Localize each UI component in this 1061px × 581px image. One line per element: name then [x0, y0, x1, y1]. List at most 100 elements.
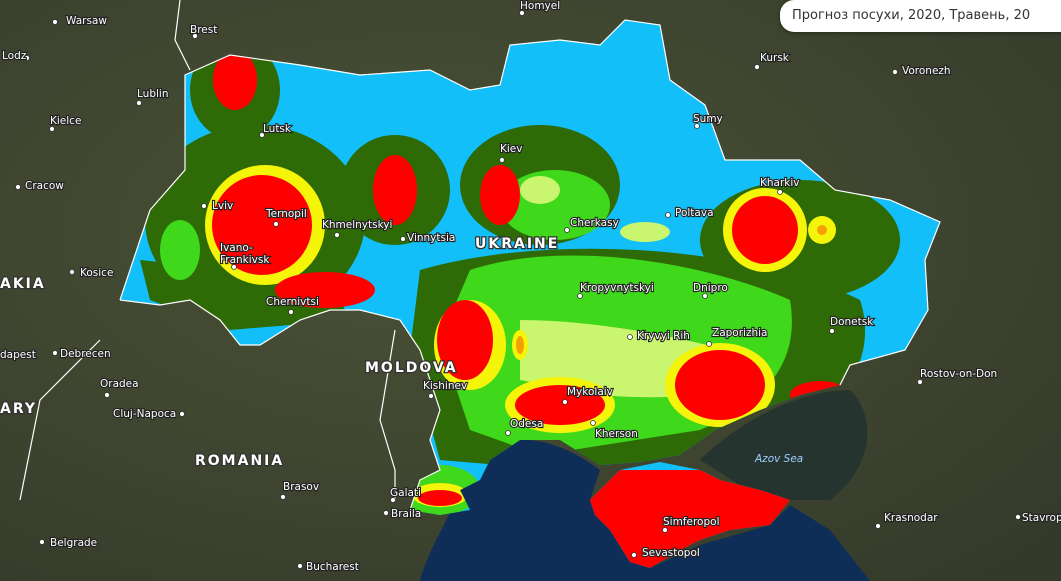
city-label: Cluj-Napoca	[113, 408, 176, 420]
city-dot	[288, 309, 294, 315]
city-label-line: Frankivsk	[220, 254, 270, 266]
city-dot	[875, 523, 881, 529]
city-label: Bucharest	[306, 561, 359, 573]
city-label: Brasov	[283, 481, 319, 493]
azov-sea	[700, 390, 868, 500]
city-dot	[52, 19, 58, 25]
city-dot	[505, 430, 511, 436]
city-dot	[562, 399, 568, 405]
city-label: Cherkasy	[570, 217, 619, 229]
city-dot	[192, 33, 198, 39]
city-dot	[49, 126, 55, 132]
city-label: Kielce	[50, 115, 81, 127]
city-label: Lodz	[2, 50, 27, 62]
city-label: Khmelnytskyi	[322, 219, 392, 231]
city-label: Brest	[190, 24, 217, 36]
city-dot	[104, 392, 110, 398]
city-dot	[564, 227, 570, 233]
city-label: Kishinev	[423, 380, 467, 392]
city-label: Ivano-Frankivsk	[220, 242, 270, 266]
city-dot	[662, 527, 668, 533]
city-label: Kherson	[595, 428, 638, 440]
city-label: Debrecen	[60, 348, 111, 360]
country-label: ROMANIA	[195, 453, 284, 469]
city-label: Odesa	[510, 418, 543, 430]
map-title: Прогноз посухи, 2020, Травень, 20	[780, 0, 1061, 32]
city-dot	[334, 232, 340, 238]
city-dot	[201, 203, 207, 209]
city-label: Lublin	[137, 88, 168, 100]
city-dot	[280, 494, 286, 500]
city-label-line: Ivano-	[220, 242, 253, 254]
city-label: Voronezh	[902, 65, 951, 77]
city-dot	[39, 539, 45, 545]
city-dot	[69, 269, 75, 275]
city-label: Homyel	[520, 0, 560, 12]
city-label: Zaporizhia	[712, 327, 767, 339]
country-label: UKRAINE	[475, 236, 559, 252]
city-dot	[1015, 514, 1021, 520]
city-dot	[829, 328, 835, 334]
country-label: ARY	[0, 401, 37, 417]
city-dot	[702, 293, 708, 299]
city-label: Braila	[391, 508, 421, 520]
sea-label: Azov Sea	[754, 453, 803, 465]
city-label: Kursk	[760, 52, 790, 64]
city-dot	[917, 379, 923, 385]
city-dot	[136, 100, 142, 106]
city-label: Ternopil	[265, 208, 307, 220]
city-dot	[15, 184, 21, 190]
city-dot	[892, 69, 898, 75]
city-dot	[179, 411, 185, 417]
city-dot	[400, 236, 406, 242]
city-label: Kiev	[500, 143, 522, 155]
city-dot	[590, 420, 596, 426]
city-dot	[231, 264, 237, 270]
city-dot	[24, 55, 30, 61]
city-label: Stavrop	[1022, 512, 1061, 524]
city-dot	[428, 393, 434, 399]
city-label: Donetsk	[830, 316, 874, 328]
city-dot	[52, 350, 58, 356]
city-dot	[259, 132, 265, 138]
city-label: Galati	[390, 487, 421, 499]
city-label: Sumy	[693, 113, 723, 125]
city-label: Belgrade	[50, 537, 97, 549]
city-dot	[627, 334, 633, 340]
city-label: Kropyvnytskyi	[580, 282, 654, 294]
city-label: Dnipro	[693, 282, 728, 294]
city-dot	[631, 552, 637, 558]
city-dot	[499, 157, 505, 163]
black-sea	[420, 439, 870, 581]
city-dot	[694, 123, 700, 129]
city-dot	[273, 221, 279, 227]
city-dot	[706, 341, 712, 347]
city-label: Simferopol	[663, 516, 719, 528]
city-label: Mykolaiv	[567, 386, 613, 398]
city-label: Vinnytsia	[407, 232, 455, 244]
city-label: Kosice	[80, 267, 113, 279]
city-dot	[577, 293, 583, 299]
city-label: Chernivtsi	[266, 296, 319, 308]
city-dot	[665, 212, 671, 218]
city-label: Kryvyi Rih	[637, 330, 690, 342]
city-label: Warsaw	[66, 15, 107, 27]
city-label: Lutsk	[263, 123, 292, 135]
city-label: Sevastopol	[642, 547, 700, 559]
city-label: Poltava	[675, 207, 714, 219]
country-label: MOLDOVA	[365, 360, 458, 376]
city-label: Lviv	[212, 200, 233, 212]
city-label: Krasnodar	[884, 512, 938, 524]
city-label: Rostov-on-Don	[920, 368, 997, 380]
city-dot	[297, 563, 303, 569]
borders	[19, 0, 941, 511]
city-dot	[519, 10, 525, 16]
city-dot	[754, 64, 760, 70]
city-label: Oradea	[100, 378, 139, 390]
city-dot	[383, 510, 389, 516]
city-label: Kharkiv	[760, 177, 800, 189]
city-label: dapest	[0, 349, 36, 361]
